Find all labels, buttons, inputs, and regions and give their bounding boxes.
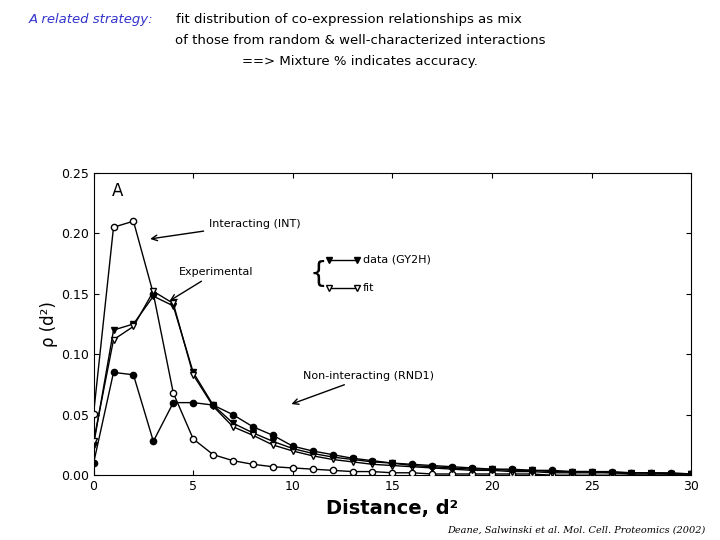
- Text: A related strategy:: A related strategy:: [29, 14, 153, 26]
- Text: of those from random & well-characterized interactions: of those from random & well-characterize…: [175, 34, 545, 47]
- Text: Interacting (INT): Interacting (INT): [152, 219, 301, 241]
- Text: A: A: [112, 182, 123, 200]
- Text: Non-interacting (RND1): Non-interacting (RND1): [293, 371, 433, 404]
- Text: fit: fit: [362, 283, 374, 293]
- Text: Deane, Salwinski et al. Mol. Cell. Proteomics (2002): Deane, Salwinski et al. Mol. Cell. Prote…: [447, 525, 706, 535]
- Text: fit distribution of co-expression relationships as mix: fit distribution of co-expression relati…: [176, 14, 522, 26]
- Y-axis label: ρ (d²): ρ (d²): [40, 301, 58, 347]
- Text: data (GY2H): data (GY2H): [362, 255, 431, 265]
- X-axis label: Distance, d²: Distance, d²: [326, 498, 459, 518]
- Text: ==> Mixture % indicates accuracy.: ==> Mixture % indicates accuracy.: [242, 55, 478, 68]
- Text: Experimental: Experimental: [171, 267, 253, 300]
- Text: {: {: [310, 260, 328, 288]
